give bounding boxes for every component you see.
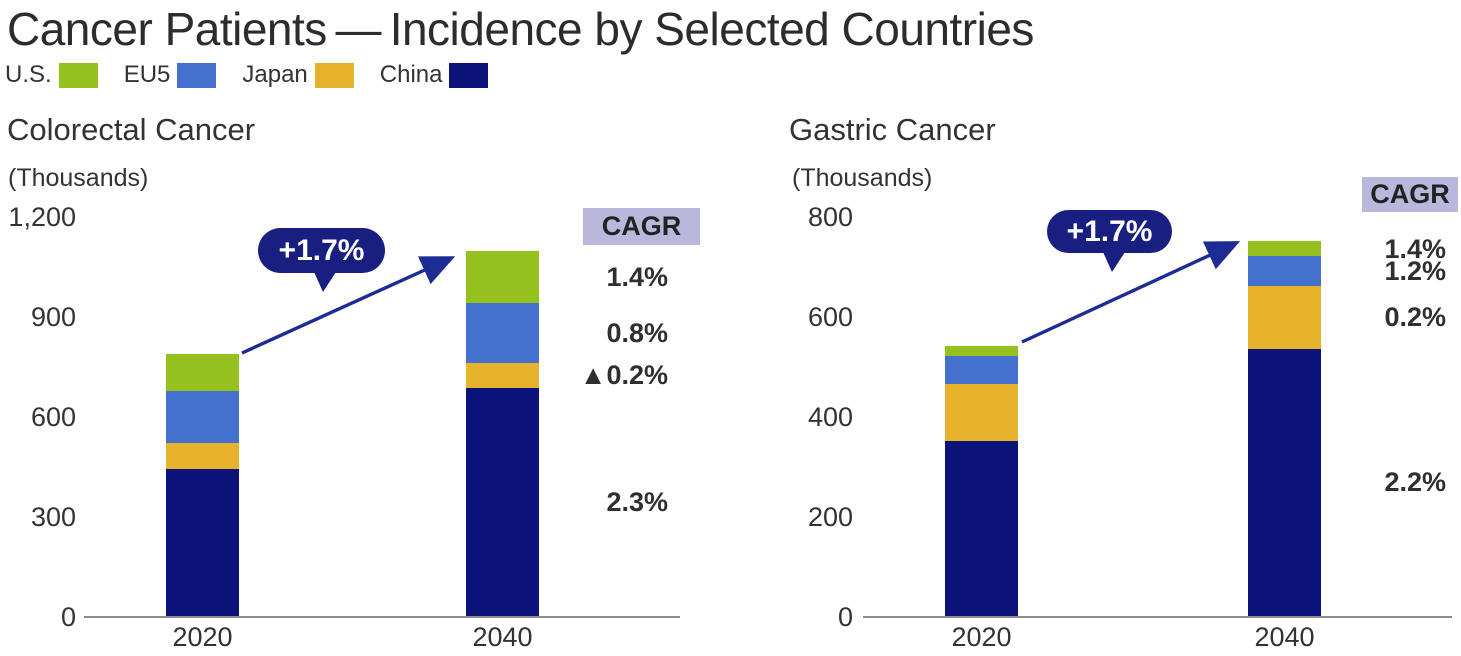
bar-segment-us [945,346,1018,356]
cagr-header: CAGR [1362,177,1458,212]
y-tick-label: 900 [30,302,76,332]
bar-segment-us [166,354,239,391]
x-category-label: 2040 [1254,622,1315,652]
bar-segment-eu5 [166,391,239,443]
bar-segment-eu5 [466,302,539,363]
bar-segment-eu5 [945,356,1018,384]
legend-swatch [177,62,217,88]
legend-swatch [449,62,489,88]
x-category-label: 2040 [472,622,533,652]
x-category-label: 2020 [172,622,233,652]
y-tick-label: 0 [837,602,853,632]
y-tick-label: 0 [60,602,76,632]
cagr-value-japan: 0.2% [1384,302,1446,333]
bar-segment-japan [466,362,539,388]
y-tick-label: 400 [807,402,853,432]
trend-arrow [1021,241,1241,344]
legend-label: EU5 [123,61,171,88]
legend-item-china: China [380,61,489,89]
bar-segment-china [466,387,539,616]
cagr-value-china: 2.2% [1384,467,1446,498]
y-tick-label: 200 [807,502,853,532]
legend-item-japan: Japan [242,61,354,89]
cagr-value-us: 1.4% [1384,233,1446,264]
chart-title: Colorectal Cancer [7,112,256,147]
bar-segment-china [945,441,1018,616]
legend-label: U.S. [5,61,52,88]
y-tick-label: 600 [30,402,76,432]
x-axis-line [84,616,680,618]
x-axis-line [863,616,1452,618]
cagr-value-eu5: 0.8% [606,317,668,348]
cagr-value-japan: ▲0.2% [579,360,668,391]
legend-item-us: U.S. [5,61,98,89]
growth-callout: +1.7% [1047,210,1172,272]
x-category-label: 2020 [951,622,1012,652]
legend: U.S. EU5 Japan China [5,61,489,89]
page-title: Cancer Patients — Incidence by Selected … [7,3,1034,55]
bar-segment-us [1248,241,1321,256]
bar-segment-china [166,469,239,616]
cagr-value-us: 1.4% [606,261,668,292]
growth-callout: +1.7% [258,228,385,292]
bar-segment-japan [945,383,1018,441]
chart-title: Gastric Cancer [789,112,996,147]
y-tick-label: 600 [807,302,853,332]
y-tick-label: 300 [30,502,76,532]
cagr-value-china: 2.3% [606,486,668,517]
bar-segment-us [466,251,539,303]
legend-swatch [314,62,354,88]
legend-label: Japan [242,61,308,88]
legend-item-eu5: EU5 [124,61,217,89]
bar-segment-japan [166,442,239,470]
y-tick-label: 1,200 [8,202,76,232]
bar-segment-eu5 [1248,256,1321,286]
bar-segment-china [1248,348,1321,616]
y-axis-unit-label: (Thousands) [8,164,149,192]
y-axis-unit-label: (Thousands) [792,164,933,192]
legend-label: China [379,61,443,88]
cagr-value-eu5: 1.2% [1384,256,1446,286]
legend-swatch [58,62,98,88]
bar-segment-japan [1248,286,1321,349]
trend-arrow [241,256,456,355]
y-tick-label: 800 [807,202,853,232]
cagr-header: CAGR [583,208,700,245]
